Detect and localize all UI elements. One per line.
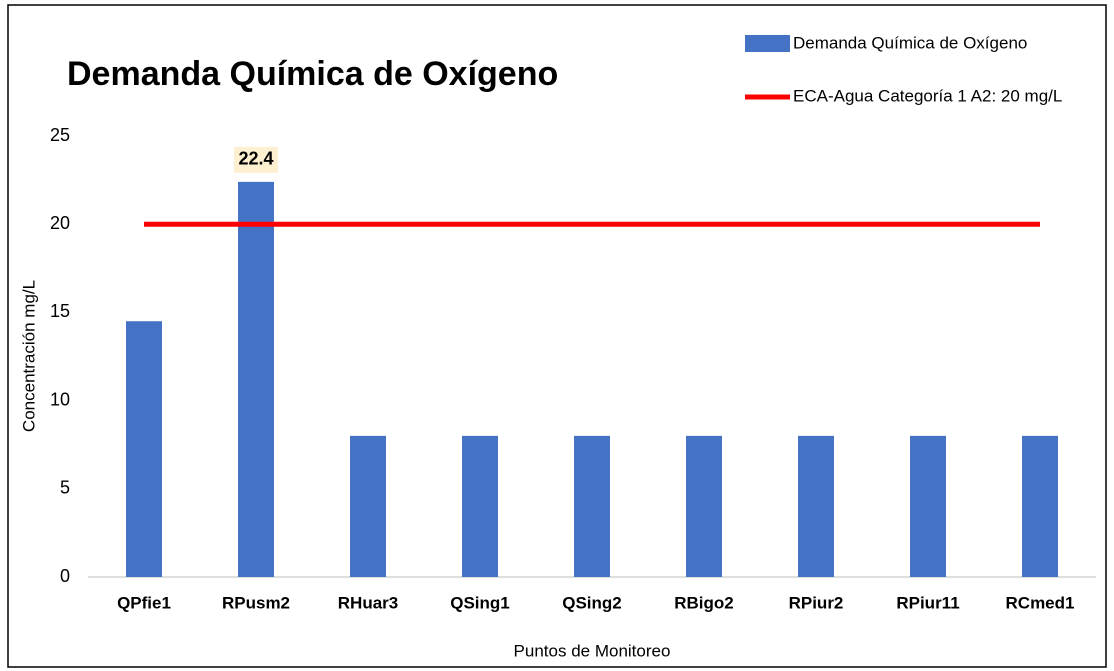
y-axis-label: Concentración mg/L <box>19 280 38 432</box>
value-label: 22.4 <box>238 149 273 169</box>
x-tick-label: RCmed1 <box>1006 593 1075 612</box>
bar <box>686 435 722 577</box>
x-tick-label: RPiur11 <box>896 593 959 612</box>
y-tick-label: 15 <box>50 301 70 321</box>
x-tick-label: QPfie1 <box>117 593 171 612</box>
bar <box>126 321 162 577</box>
x-tick-label: RHuar3 <box>338 593 398 612</box>
legend-swatch <box>745 35 790 52</box>
y-tick-label: 0 <box>60 566 70 586</box>
chart-title: Demanda Química de Oxígeno <box>67 55 558 93</box>
y-tick-label: 10 <box>50 389 70 409</box>
x-tick-label: QSing2 <box>562 593 622 612</box>
x-axis-label: Puntos de Monitoreo <box>514 641 671 660</box>
bar <box>574 435 610 577</box>
x-tick-label: RBigo2 <box>674 593 734 612</box>
legend-label: ECA-Agua Categoría 1 A2: 20 mg/L <box>793 86 1062 105</box>
value-label-bg <box>234 146 278 173</box>
y-tick-label: 5 <box>60 478 70 498</box>
bar <box>798 435 834 577</box>
bar <box>910 435 946 577</box>
bar <box>1022 435 1058 577</box>
bar <box>238 181 274 577</box>
x-tick-label: RPiur2 <box>789 593 844 612</box>
bar <box>350 435 386 577</box>
x-tick-label: QSing1 <box>450 593 510 612</box>
x-tick-label: RPusm2 <box>222 593 290 612</box>
y-tick-label: 25 <box>50 125 70 145</box>
bar <box>462 435 498 577</box>
y-tick-label: 20 <box>50 213 70 233</box>
legend-label: Demanda Química de Oxígeno <box>793 33 1027 52</box>
